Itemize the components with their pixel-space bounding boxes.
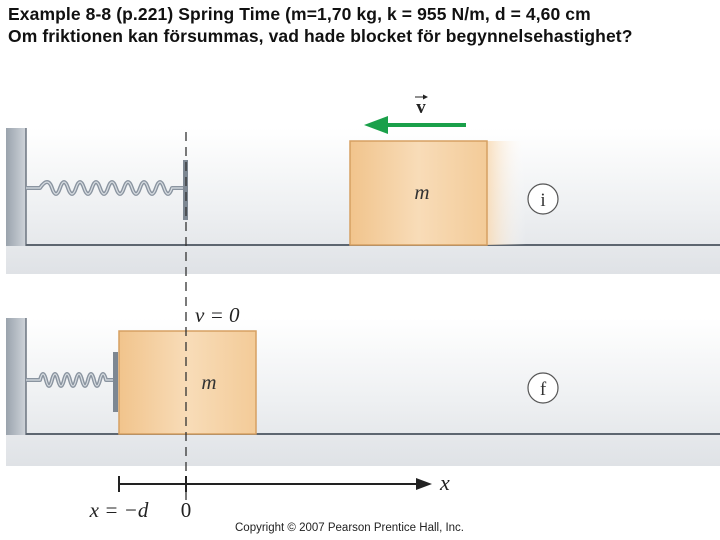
initial-state-panel: m v i — [6, 94, 720, 274]
title-line-1: Example 8-8 (p.221) Spring Time (m=1,70 … — [8, 4, 591, 24]
state-badge-initial — [527, 183, 559, 215]
block-final — [118, 330, 257, 435]
copyright-notice: Copyright © 2007 Pearson Prentice Hall, … — [235, 522, 465, 534]
final-state-panel: m v = 0 f — [6, 303, 720, 466]
spring-highlight — [26, 181, 184, 195]
vector-arrow-mark-head — [423, 94, 428, 100]
state-label-final: f — [540, 379, 547, 400]
block-mass-label: m — [414, 180, 429, 204]
spring-end-plate — [113, 352, 118, 412]
tick-label-origin: 0 — [181, 498, 192, 522]
tick-label-minus-d: x = −d — [89, 498, 149, 522]
block-initial — [349, 140, 488, 246]
state-label-initial: i — [540, 190, 545, 211]
velocity-vector-label: v — [416, 97, 426, 118]
block-mass-label: m — [201, 370, 216, 394]
position-axis: x x = −d 0 — [89, 470, 450, 522]
wall — [6, 128, 26, 246]
zero-velocity-label: v = 0 — [195, 303, 240, 327]
state-badge-final — [527, 372, 559, 404]
velocity-arrow-head — [364, 116, 388, 134]
wall — [6, 318, 26, 435]
axis-arrow-head — [416, 478, 432, 490]
title-line-2: Om friktionen kan försummas, vad hade bl… — [8, 26, 633, 46]
spring-end-plate — [183, 160, 188, 220]
axis-label: x — [439, 470, 450, 495]
spring-highlight — [26, 373, 114, 387]
motion-blur — [486, 141, 526, 245]
